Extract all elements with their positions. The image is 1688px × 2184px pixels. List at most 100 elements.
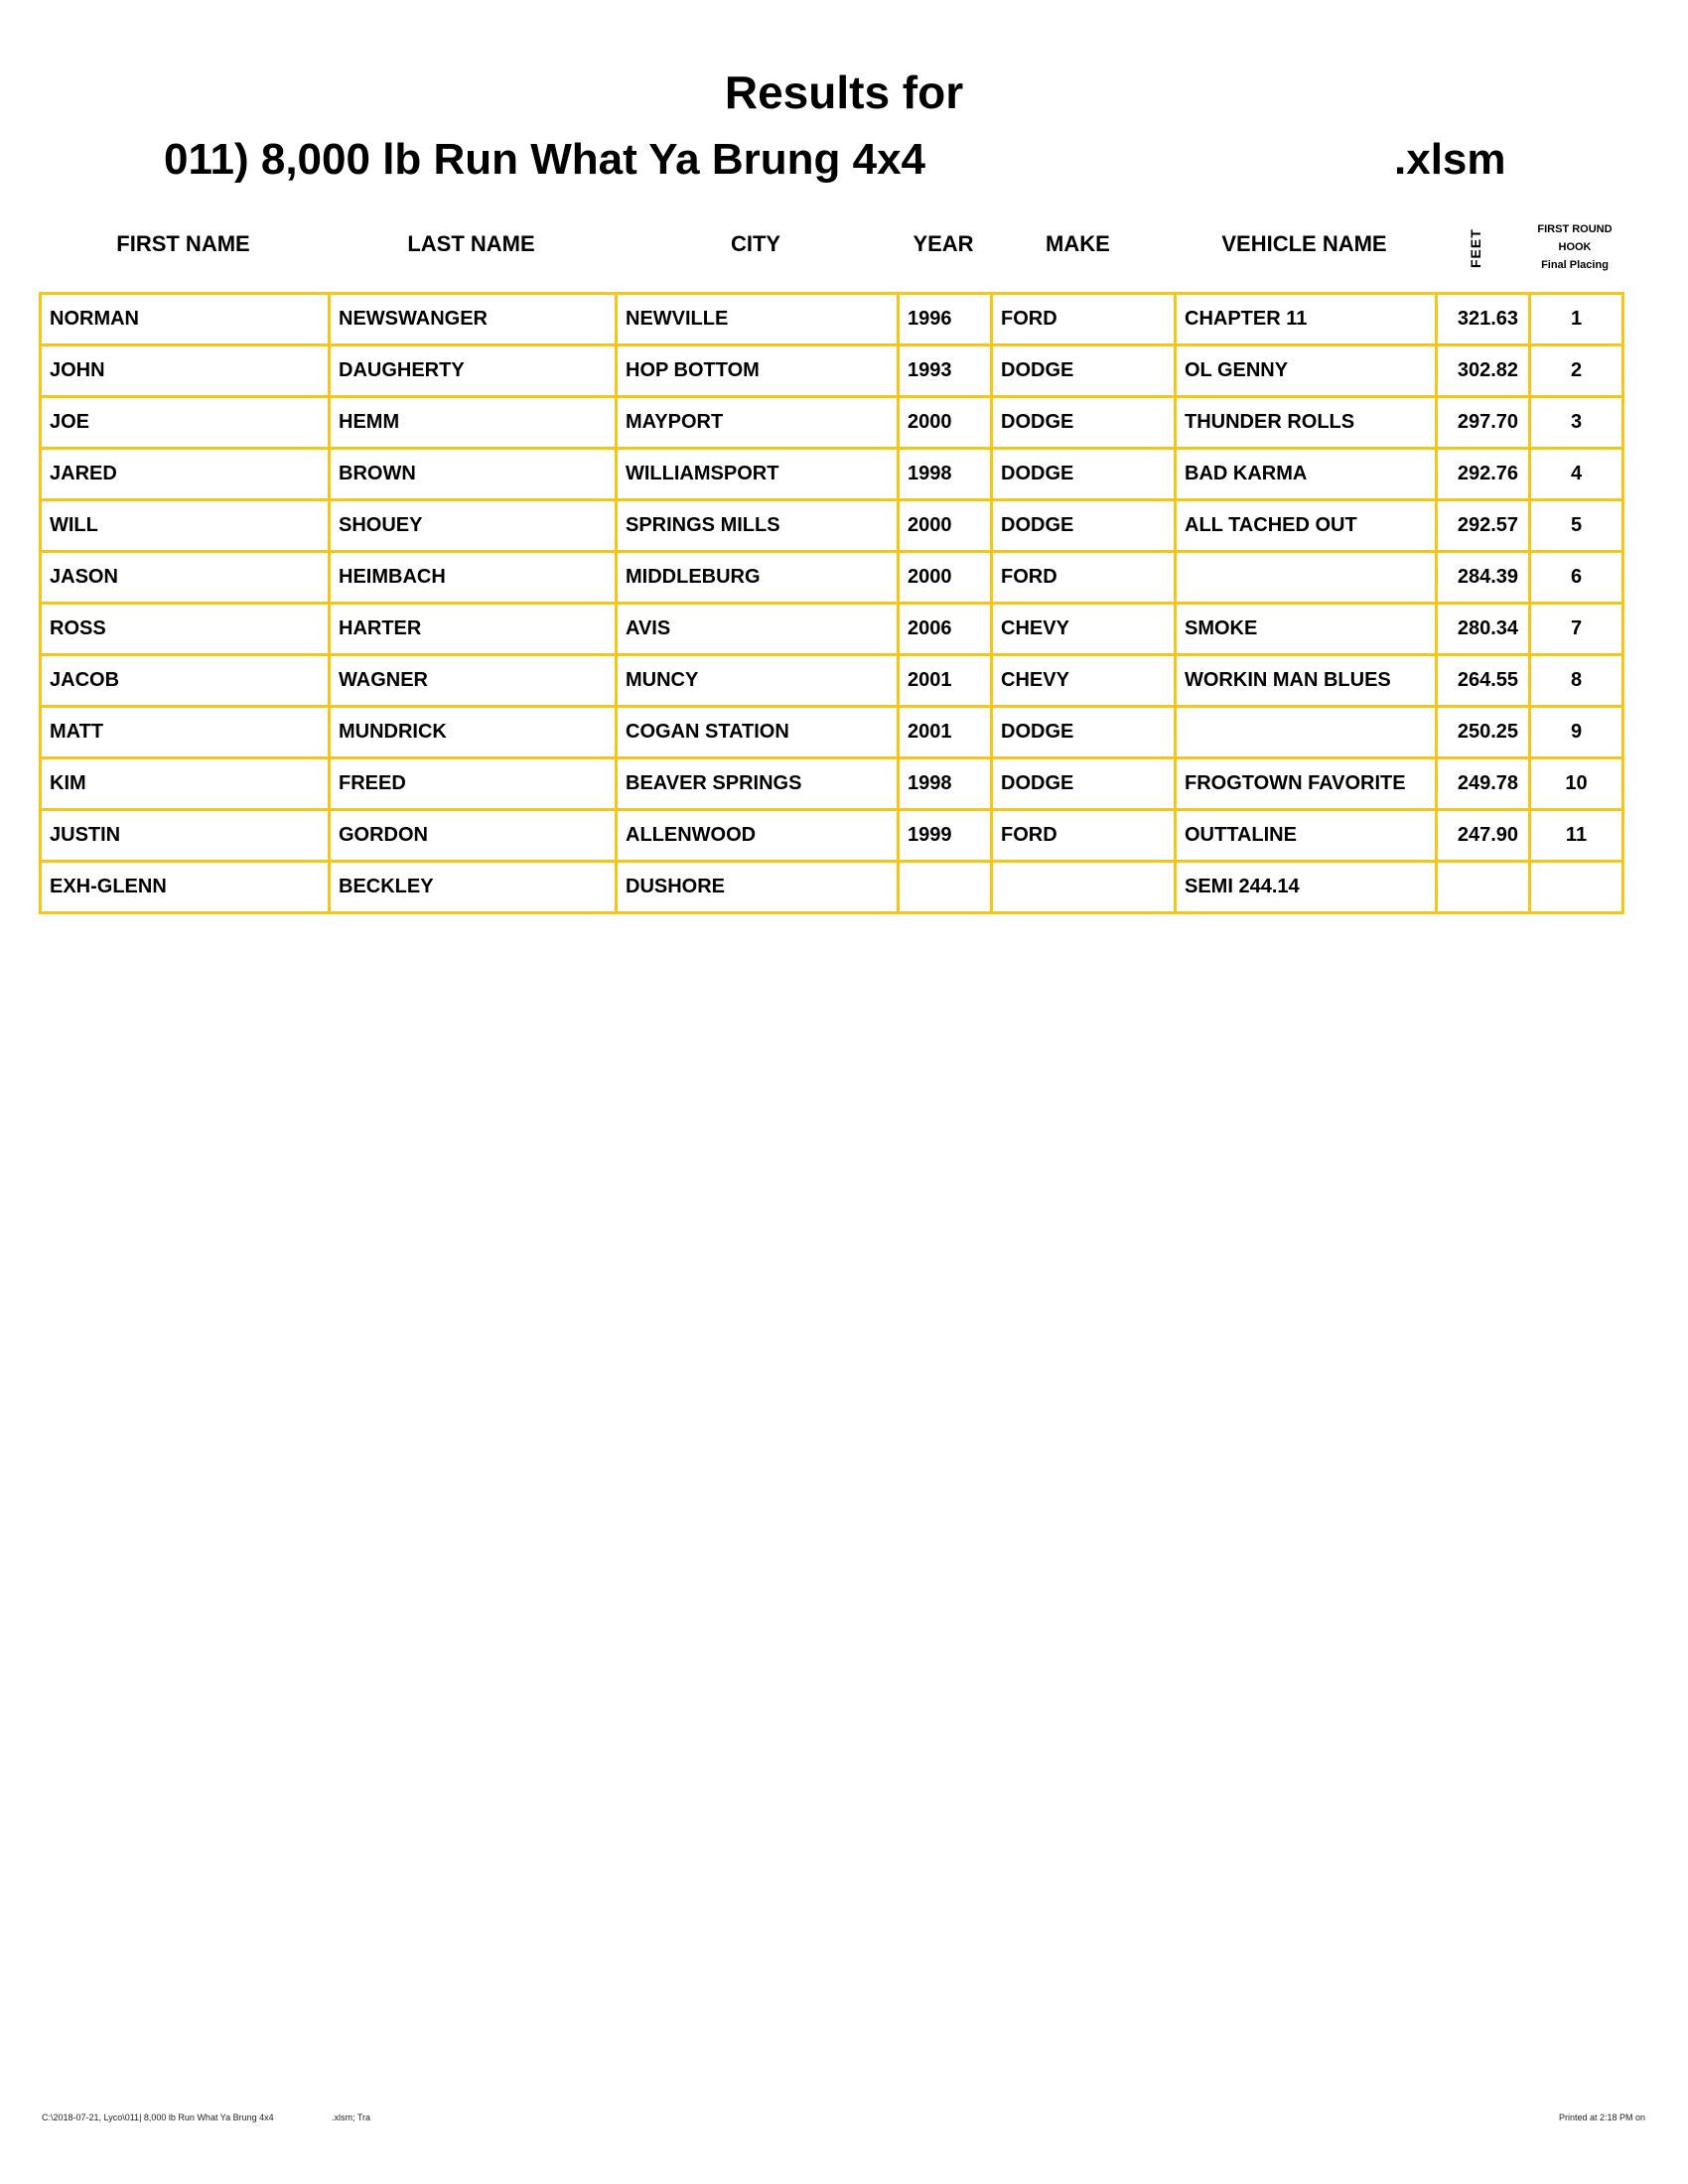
header-first-name: FIRST NAME: [116, 231, 250, 256]
table-row: JOE HEMM MAYPORT 2000 DODGE THUNDER ROLLS 297.…: [39, 395, 1624, 450]
page-title: Results for: [724, 67, 964, 118]
cell-year: 2001: [897, 653, 993, 708]
table-row: EXH-GLENN BECKLEY DUSHORE SEMI 244.14: [39, 860, 1624, 914]
cell-placing: 1: [1528, 292, 1624, 346]
table-row: ROSS HARTER AVIS 2006 CHEVY SMOKE 280.34 7: [39, 602, 1624, 656]
cell-placing: 10: [1528, 756, 1624, 811]
cell-placing: 2: [1528, 343, 1624, 398]
cell-first-name: MATT: [39, 705, 331, 759]
cell-year: 1993: [897, 343, 993, 398]
cell-make: DODGE: [990, 343, 1177, 398]
cell-vehicle-name: [1174, 550, 1438, 605]
cell-feet: 292.76: [1435, 447, 1531, 501]
header-vehicle-name: VEHICLE NAME: [1221, 231, 1387, 256]
cell-last-name: NEWSWANGER: [328, 292, 618, 346]
cell-feet: 249.78: [1435, 756, 1531, 811]
cell-first-name: KIM: [39, 756, 331, 811]
cell-city: BEAVER SPRINGS: [615, 756, 900, 811]
cell-make: FORD: [990, 292, 1177, 346]
cell-last-name: DAUGHERTY: [328, 343, 618, 398]
cell-last-name: WAGNER: [328, 653, 618, 708]
cell-city: NEWVILLE: [615, 292, 900, 346]
cell-first-name: JARED: [39, 447, 331, 501]
cell-feet: 247.90: [1435, 808, 1531, 863]
cell-vehicle-name: OL GENNY: [1174, 343, 1438, 398]
cell-vehicle-name: THUNDER ROLLS: [1174, 395, 1438, 450]
cell-placing: 6: [1528, 550, 1624, 605]
cell-year: 2000: [897, 550, 993, 605]
cell-first-name: WILL: [39, 498, 331, 553]
cell-city: AVIS: [615, 602, 900, 656]
cell-placing: 8: [1528, 653, 1624, 708]
header-placing-line1: FIRST ROUND: [1537, 223, 1613, 235]
cell-year: 1996: [897, 292, 993, 346]
cell-last-name: HEIMBACH: [328, 550, 618, 605]
cell-last-name: GORDON: [328, 808, 618, 863]
cell-first-name: NORMAN: [39, 292, 331, 346]
cell-placing: 4: [1528, 447, 1624, 501]
cell-placing: 7: [1528, 602, 1624, 656]
cell-placing: 9: [1528, 705, 1624, 759]
cell-placing: 11: [1528, 808, 1624, 863]
cell-feet: 250.25: [1435, 705, 1531, 759]
header-city: CITY: [730, 231, 781, 256]
cell-feet: 302.82: [1435, 343, 1531, 398]
header-placing-line3: Final Placing: [1541, 259, 1609, 271]
cell-feet: 297.70: [1435, 395, 1531, 450]
cell-year: 1999: [897, 808, 993, 863]
cell-feet: [1435, 860, 1531, 914]
cell-last-name: BROWN: [328, 447, 618, 501]
cell-make: CHEVY: [990, 653, 1177, 708]
cell-vehicle-name: OUTTALINE: [1174, 808, 1438, 863]
table-row: KIM FREED BEAVER SPRINGS 1998 DODGE FROGTOWN …: [39, 756, 1624, 811]
cell-make: DODGE: [990, 447, 1177, 501]
cell-last-name: FREED: [328, 756, 618, 811]
cell-vehicle-name: ALL TACHED OUT: [1174, 498, 1438, 553]
cell-vehicle-name: CHAPTER 11: [1174, 292, 1438, 346]
cell-feet: 284.39: [1435, 550, 1531, 605]
cell-first-name: JUSTIN: [39, 808, 331, 863]
table-row: MATT MUNDRICK COGAN STATION 2001 DODGE 250.25…: [39, 705, 1624, 759]
cell-city: MIDDLEBURG: [615, 550, 900, 605]
cell-feet: 280.34: [1435, 602, 1531, 656]
cell-year: [897, 860, 993, 914]
header-last-name: LAST NAME: [407, 231, 535, 256]
cell-year: 2000: [897, 498, 993, 553]
header-placing: FIRST ROUND HOOK Final Placing: [1528, 220, 1621, 274]
cell-make: FORD: [990, 550, 1177, 605]
cell-first-name: ROSS: [39, 602, 331, 656]
results-table: NORMAN NEWSWANGER NEWVILLE 1996 FORD CHAPTER …: [39, 292, 1624, 914]
cell-placing: 3: [1528, 395, 1624, 450]
cell-last-name: HEMM: [328, 395, 618, 450]
cell-year: 2000: [897, 395, 993, 450]
cell-vehicle-name: WORKIN MAN BLUES: [1174, 653, 1438, 708]
cell-city: COGAN STATION: [615, 705, 900, 759]
cell-make: FORD: [990, 808, 1177, 863]
cell-vehicle-name: SEMI 244.14: [1174, 860, 1438, 914]
cell-city: WILLIAMSPORT: [615, 447, 900, 501]
cell-last-name: MUNDRICK: [328, 705, 618, 759]
cell-feet: 264.55: [1435, 653, 1531, 708]
cell-year: 2001: [897, 705, 993, 759]
cell-city: HOP BOTTOM: [615, 343, 900, 398]
cell-first-name: EXH-GLENN: [39, 860, 331, 914]
cell-make: DODGE: [990, 498, 1177, 553]
table-row: JOHN DAUGHERTY HOP BOTTOM 1993 DODGE OL GENNY…: [39, 343, 1624, 398]
cell-vehicle-name: BAD KARMA: [1174, 447, 1438, 501]
cell-feet: 321.63: [1435, 292, 1531, 346]
cell-feet: 292.57: [1435, 498, 1531, 553]
class-title: 011) 8,000 lb Run What Ya Brung 4x4: [164, 135, 926, 184]
cell-first-name: JACOB: [39, 653, 331, 708]
header-make: MAKE: [1046, 231, 1110, 256]
table-row: JUSTIN GORDON ALLENWOOD 1999 FORD OUTTALINE 24…: [39, 808, 1624, 863]
cell-first-name: JASON: [39, 550, 331, 605]
header-year: YEAR: [913, 231, 974, 256]
cell-last-name: HARTER: [328, 602, 618, 656]
table-row: JASON HEIMBACH MIDDLEBURG 2000 FORD 284.39 6: [39, 550, 1624, 605]
cell-city: SPRINGS MILLS: [615, 498, 900, 553]
cell-make: CHEVY: [990, 602, 1177, 656]
cell-first-name: JOE: [39, 395, 331, 450]
cell-vehicle-name: SMOKE: [1174, 602, 1438, 656]
cell-year: 1998: [897, 756, 993, 811]
cell-vehicle-name: [1174, 705, 1438, 759]
